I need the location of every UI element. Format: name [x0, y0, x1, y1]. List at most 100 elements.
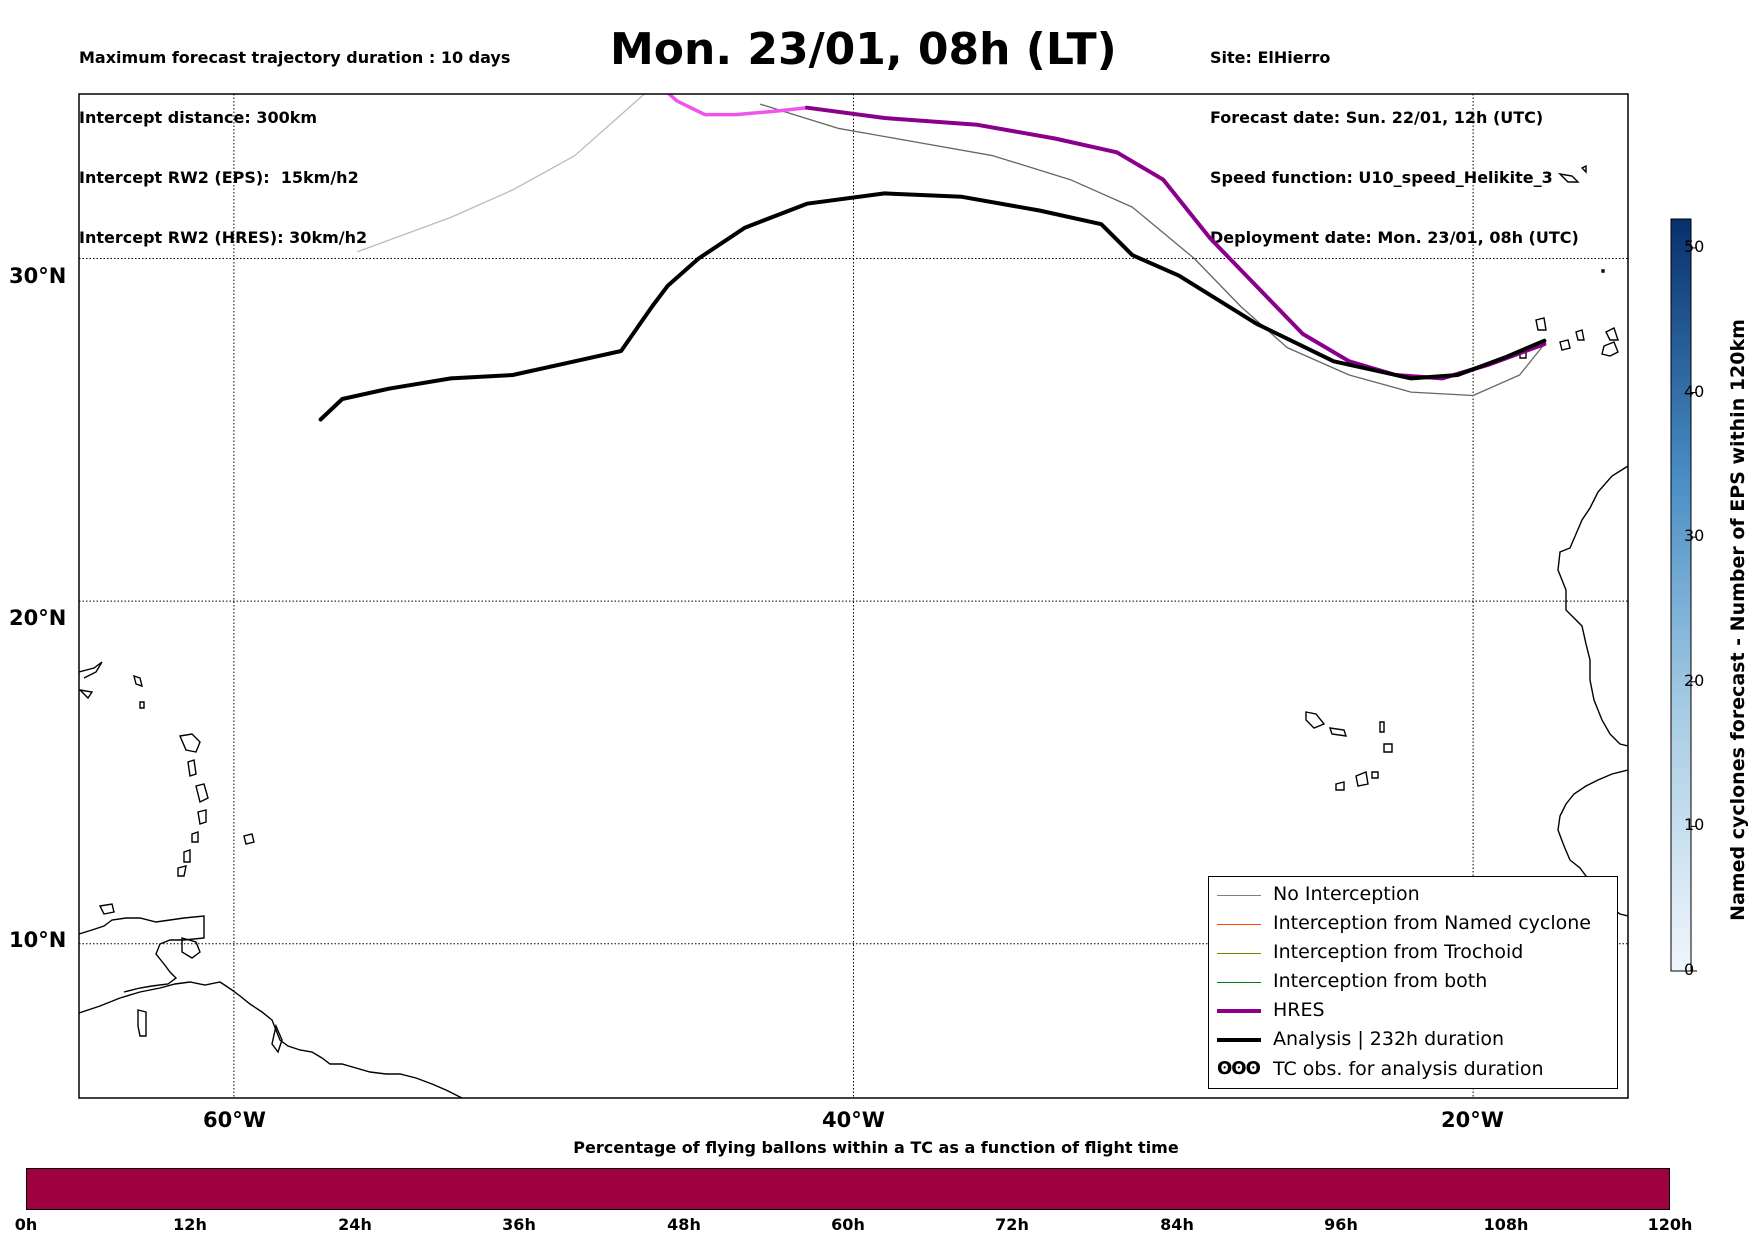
colorbar	[1670, 218, 1692, 972]
percentage-tick-label: 96h	[1324, 1215, 1358, 1234]
colorbar-tick-label: 10	[1684, 815, 1705, 834]
percentage-tick-label: 0h	[14, 1215, 38, 1234]
legend-label: Interception from Named cyclone	[1273, 912, 1591, 934]
info-line: Intercept RW2 (EPS): 15km/h2	[79, 168, 359, 187]
island	[181, 937, 201, 959]
plot-frame	[78, 93, 1629, 1099]
legend-item: HRES	[1209, 999, 1617, 1025]
lon-tick-label: 40°W	[822, 1108, 885, 1132]
percentage-bar-title: Percentage of flying ballons within a TC…	[573, 1138, 1179, 1157]
island	[1383, 743, 1393, 753]
island	[1371, 771, 1379, 779]
lat-tick-label: 10°N	[9, 928, 67, 952]
legend-swatch	[1217, 1038, 1261, 1042]
site-info: Site: ElHierro Forecast date: Sun. 22/01…	[1210, 8, 1579, 268]
tc-obs-symbol-icon: ʘʘʘ	[1217, 1058, 1261, 1079]
legend-item: Analysis | 232h duration	[1209, 1028, 1617, 1054]
island	[243, 833, 255, 845]
percentage-tick-label: 24h	[338, 1215, 372, 1234]
island	[1575, 329, 1585, 341]
island	[1335, 781, 1345, 791]
colorbar-tick-label: 0	[1684, 960, 1695, 979]
lon-tick-label: 20°W	[1441, 1108, 1504, 1132]
island	[1355, 771, 1369, 787]
percentage-tick-label: 12h	[173, 1215, 207, 1234]
legend-label: HRES	[1273, 999, 1325, 1021]
colorbar-tick-label: 30	[1684, 526, 1705, 545]
island	[187, 759, 197, 777]
island	[98, 903, 115, 915]
island	[271, 1023, 283, 1054]
island	[1580, 164, 1587, 174]
island	[137, 1009, 147, 1037]
legend-item: ʘʘʘ TC obs. for analysis duration	[1209, 1058, 1617, 1084]
island	[1535, 317, 1547, 331]
island	[1601, 341, 1619, 357]
colorbar-label: Named cyclones forecast - Number of EPS …	[1727, 319, 1749, 921]
colorbar-tick-label: 20	[1684, 671, 1705, 690]
island	[195, 783, 209, 804]
percentage-tick-label: 84h	[1160, 1215, 1194, 1234]
island	[139, 701, 145, 709]
legend-item: Interception from both	[1209, 970, 1617, 996]
percentage-bar	[26, 1168, 1670, 1210]
colorbar-tick-label: 50	[1684, 237, 1705, 256]
island	[1559, 339, 1571, 351]
info-line: Intercept distance: 300km	[79, 108, 318, 127]
island	[1328, 727, 1348, 737]
info-line: Maximum forecast trajectory duration : 1…	[79, 48, 511, 67]
lat-tick-label: 20°N	[9, 606, 67, 630]
island	[1305, 711, 1326, 729]
island	[191, 831, 199, 843]
coastline-south-america	[79, 981, 463, 1098]
percentage-tick-label: 36h	[502, 1215, 536, 1234]
legend-swatch	[1217, 1009, 1261, 1013]
forecast-parameters: Maximum forecast trajectory duration : 1…	[79, 8, 510, 268]
island	[177, 865, 187, 877]
island	[179, 733, 201, 753]
info-line: Forecast date: Sun. 22/01, 12h (UTC)	[1210, 108, 1544, 127]
legend-label: Analysis | 232h duration	[1273, 1028, 1505, 1050]
legend-item: Interception from Named cyclone	[1209, 912, 1617, 938]
legend-swatch	[1217, 982, 1261, 983]
island	[1557, 172, 1580, 183]
island	[79, 689, 94, 700]
trajectory-line	[318, 191, 1547, 422]
legend-swatch	[1217, 924, 1261, 925]
lat-tick-label: 30°N	[9, 264, 67, 288]
island	[1605, 327, 1619, 341]
legend-label: No Interception	[1273, 883, 1420, 905]
info-line: Site: ElHierro	[1210, 48, 1331, 67]
chart-legend: No Interception Interception from Named …	[1208, 876, 1618, 1089]
legend-swatch	[1217, 953, 1261, 954]
island	[133, 674, 143, 688]
coastline-caribbean	[79, 915, 205, 993]
legend-label: TC obs. for analysis duration	[1273, 1058, 1544, 1080]
info-line: Speed function: U10_speed_Helikite_3	[1210, 168, 1553, 187]
island	[197, 809, 207, 825]
info-line: Intercept RW2 (HRES): 30km/h2	[79, 228, 368, 247]
coastline-africa	[1557, 465, 1628, 747]
island	[1379, 721, 1385, 733]
percentage-tick-label: 60h	[831, 1215, 865, 1234]
info-line: Deployment date: Mon. 23/01, 08h (UTC)	[1210, 228, 1579, 247]
island	[1601, 269, 1605, 273]
percentage-tick-label: 72h	[995, 1215, 1029, 1234]
percentage-tick-label: 48h	[667, 1215, 701, 1234]
trajectory-line	[357, 94, 646, 253]
colorbar-ticks	[1691, 247, 1697, 972]
legend-item: Interception from Trochoid	[1209, 941, 1617, 967]
legend-item: No Interception	[1209, 883, 1617, 909]
legend-swatch	[1217, 895, 1261, 896]
island	[79, 661, 103, 679]
colorbar-tick-label: 40	[1684, 382, 1705, 401]
legend-label: Interception from Trochoid	[1273, 941, 1524, 963]
percentage-tick-label: 108h	[1483, 1215, 1529, 1234]
percentage-tick-label: 120h	[1647, 1215, 1693, 1234]
trajectory-line	[759, 103, 1546, 397]
chart-title: Mon. 23/01, 08h (LT)	[610, 24, 1117, 75]
lon-tick-label: 60°W	[203, 1108, 266, 1132]
trajectory-line	[666, 94, 809, 117]
trajectory-layer	[318, 94, 1547, 422]
island	[183, 849, 191, 863]
